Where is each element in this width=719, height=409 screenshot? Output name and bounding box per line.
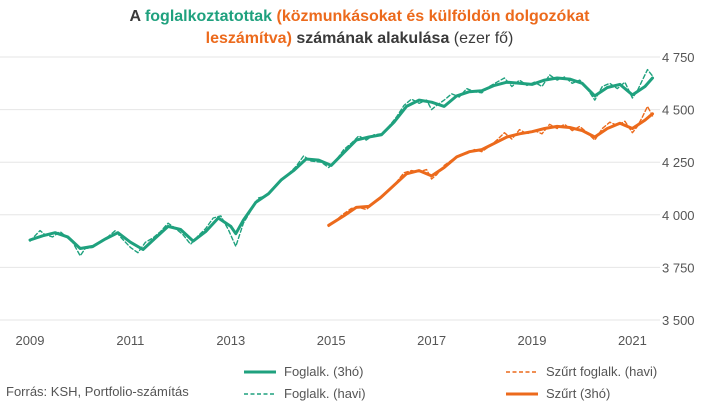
legend-label-szurt-foglalk-havi: Szűrt foglalk. (havi): [546, 364, 657, 379]
chart-title-line-2: leszámítva) számának alakulása (ezer fő): [0, 28, 719, 50]
chart-title-line-1: A foglalkoztatottak (közmunkásokat és kü…: [0, 6, 719, 28]
title-text-paren-open: (: [272, 8, 282, 25]
legend-item-foglalk-3ho: Foglalk. (3hó): [244, 364, 363, 379]
x-tick-label: 2017: [417, 333, 446, 348]
y-tick-label: 4 750: [662, 50, 695, 65]
series-line-3: [327, 112, 654, 227]
title-text-paren-close: ): [286, 30, 297, 47]
series-line-2: [328, 105, 654, 228]
legend-item-foglalk-havi: Foglalk. (havi): [244, 386, 366, 401]
legend-label-foglalk-3ho: Foglalk. (3hó): [284, 364, 363, 379]
series-lines: [28, 68, 654, 257]
title-text-excluding: leszámítva: [205, 30, 287, 47]
legend-item-szurt-3ho: Szűrt (3hó): [506, 386, 610, 401]
title-text-a: A: [129, 8, 145, 25]
source-note: Forrás: KSH, Portfolio-számítás: [6, 384, 189, 399]
x-axis-tick-labels: 2009 2011 2013 2015 2017 2019 2021: [16, 333, 647, 348]
y-tick-label: 3 750: [662, 260, 695, 275]
legend-label-szurt-3ho: Szűrt (3hó): [546, 386, 610, 401]
title-text-unit: (ezer fő): [449, 30, 514, 47]
y-tick-label: 4 250: [662, 155, 695, 170]
chart-title: A foglalkoztatottak (közmunkásokat és kü…: [0, 6, 719, 50]
y-tick-label: 4 500: [662, 103, 695, 118]
legend-item-szurt-foglalk-havi: Szűrt foglalk. (havi): [506, 364, 657, 379]
gridlines: [0, 56, 660, 321]
series-line-0: [28, 76, 654, 251]
y-tick-label: 4 000: [662, 208, 695, 223]
series-line-1: [29, 68, 654, 257]
x-tick-label: 2019: [518, 333, 547, 348]
title-text-employed: foglalkoztatottak: [144, 8, 273, 25]
title-text-development: számának alakulása: [296, 30, 450, 47]
x-tick-label: 2013: [216, 333, 245, 348]
title-text-exclusion: közmunkásokat és külföldön dolgozókat: [281, 8, 590, 25]
legend-label-foglalk-havi: Foglalk. (havi): [284, 386, 366, 401]
x-tick-label: 2011: [116, 333, 144, 348]
x-tick-label: 2015: [317, 333, 346, 348]
x-tick-label: 2021: [618, 333, 647, 348]
legend: Foglalk. (3hó) Foglalk. (havi) Szűrt fog…: [244, 364, 657, 401]
y-tick-label: 3 500: [662, 313, 695, 328]
y-axis-tick-labels: 3 500 3 750 4 000 4 250 4 500 4 750: [662, 50, 695, 328]
x-tick-label: 2009: [16, 333, 45, 348]
